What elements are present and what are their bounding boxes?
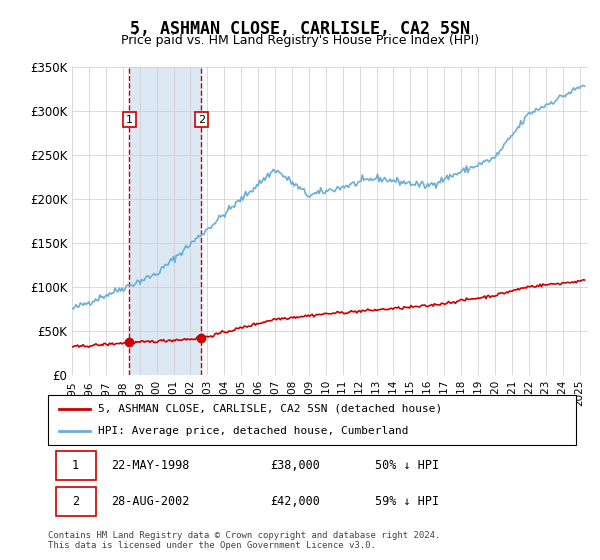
Text: 22-MAY-1998: 22-MAY-1998 — [112, 459, 190, 472]
Text: 5, ASHMAN CLOSE, CARLISLE, CA2 5SN: 5, ASHMAN CLOSE, CARLISLE, CA2 5SN — [130, 20, 470, 38]
FancyBboxPatch shape — [56, 451, 95, 480]
Text: 2: 2 — [72, 494, 79, 508]
Text: 28-AUG-2002: 28-AUG-2002 — [112, 494, 190, 508]
Bar — [130, 67, 202, 375]
Text: 59% ↓ HPI: 59% ↓ HPI — [376, 494, 439, 508]
FancyBboxPatch shape — [48, 395, 576, 445]
Text: 1: 1 — [126, 115, 133, 124]
Text: Price paid vs. HM Land Registry's House Price Index (HPI): Price paid vs. HM Land Registry's House … — [121, 34, 479, 46]
Text: 50% ↓ HPI: 50% ↓ HPI — [376, 459, 439, 472]
Text: £42,000: £42,000 — [270, 494, 320, 508]
Text: 1: 1 — [72, 459, 79, 472]
Text: 5, ASHMAN CLOSE, CARLISLE, CA2 5SN (detached house): 5, ASHMAN CLOSE, CARLISLE, CA2 5SN (deta… — [98, 404, 442, 414]
Text: Contains HM Land Registry data © Crown copyright and database right 2024.
This d: Contains HM Land Registry data © Crown c… — [48, 531, 440, 550]
FancyBboxPatch shape — [56, 487, 95, 516]
Text: £38,000: £38,000 — [270, 459, 320, 472]
Text: HPI: Average price, detached house, Cumberland: HPI: Average price, detached house, Cumb… — [98, 426, 409, 436]
Text: 2: 2 — [198, 115, 205, 124]
